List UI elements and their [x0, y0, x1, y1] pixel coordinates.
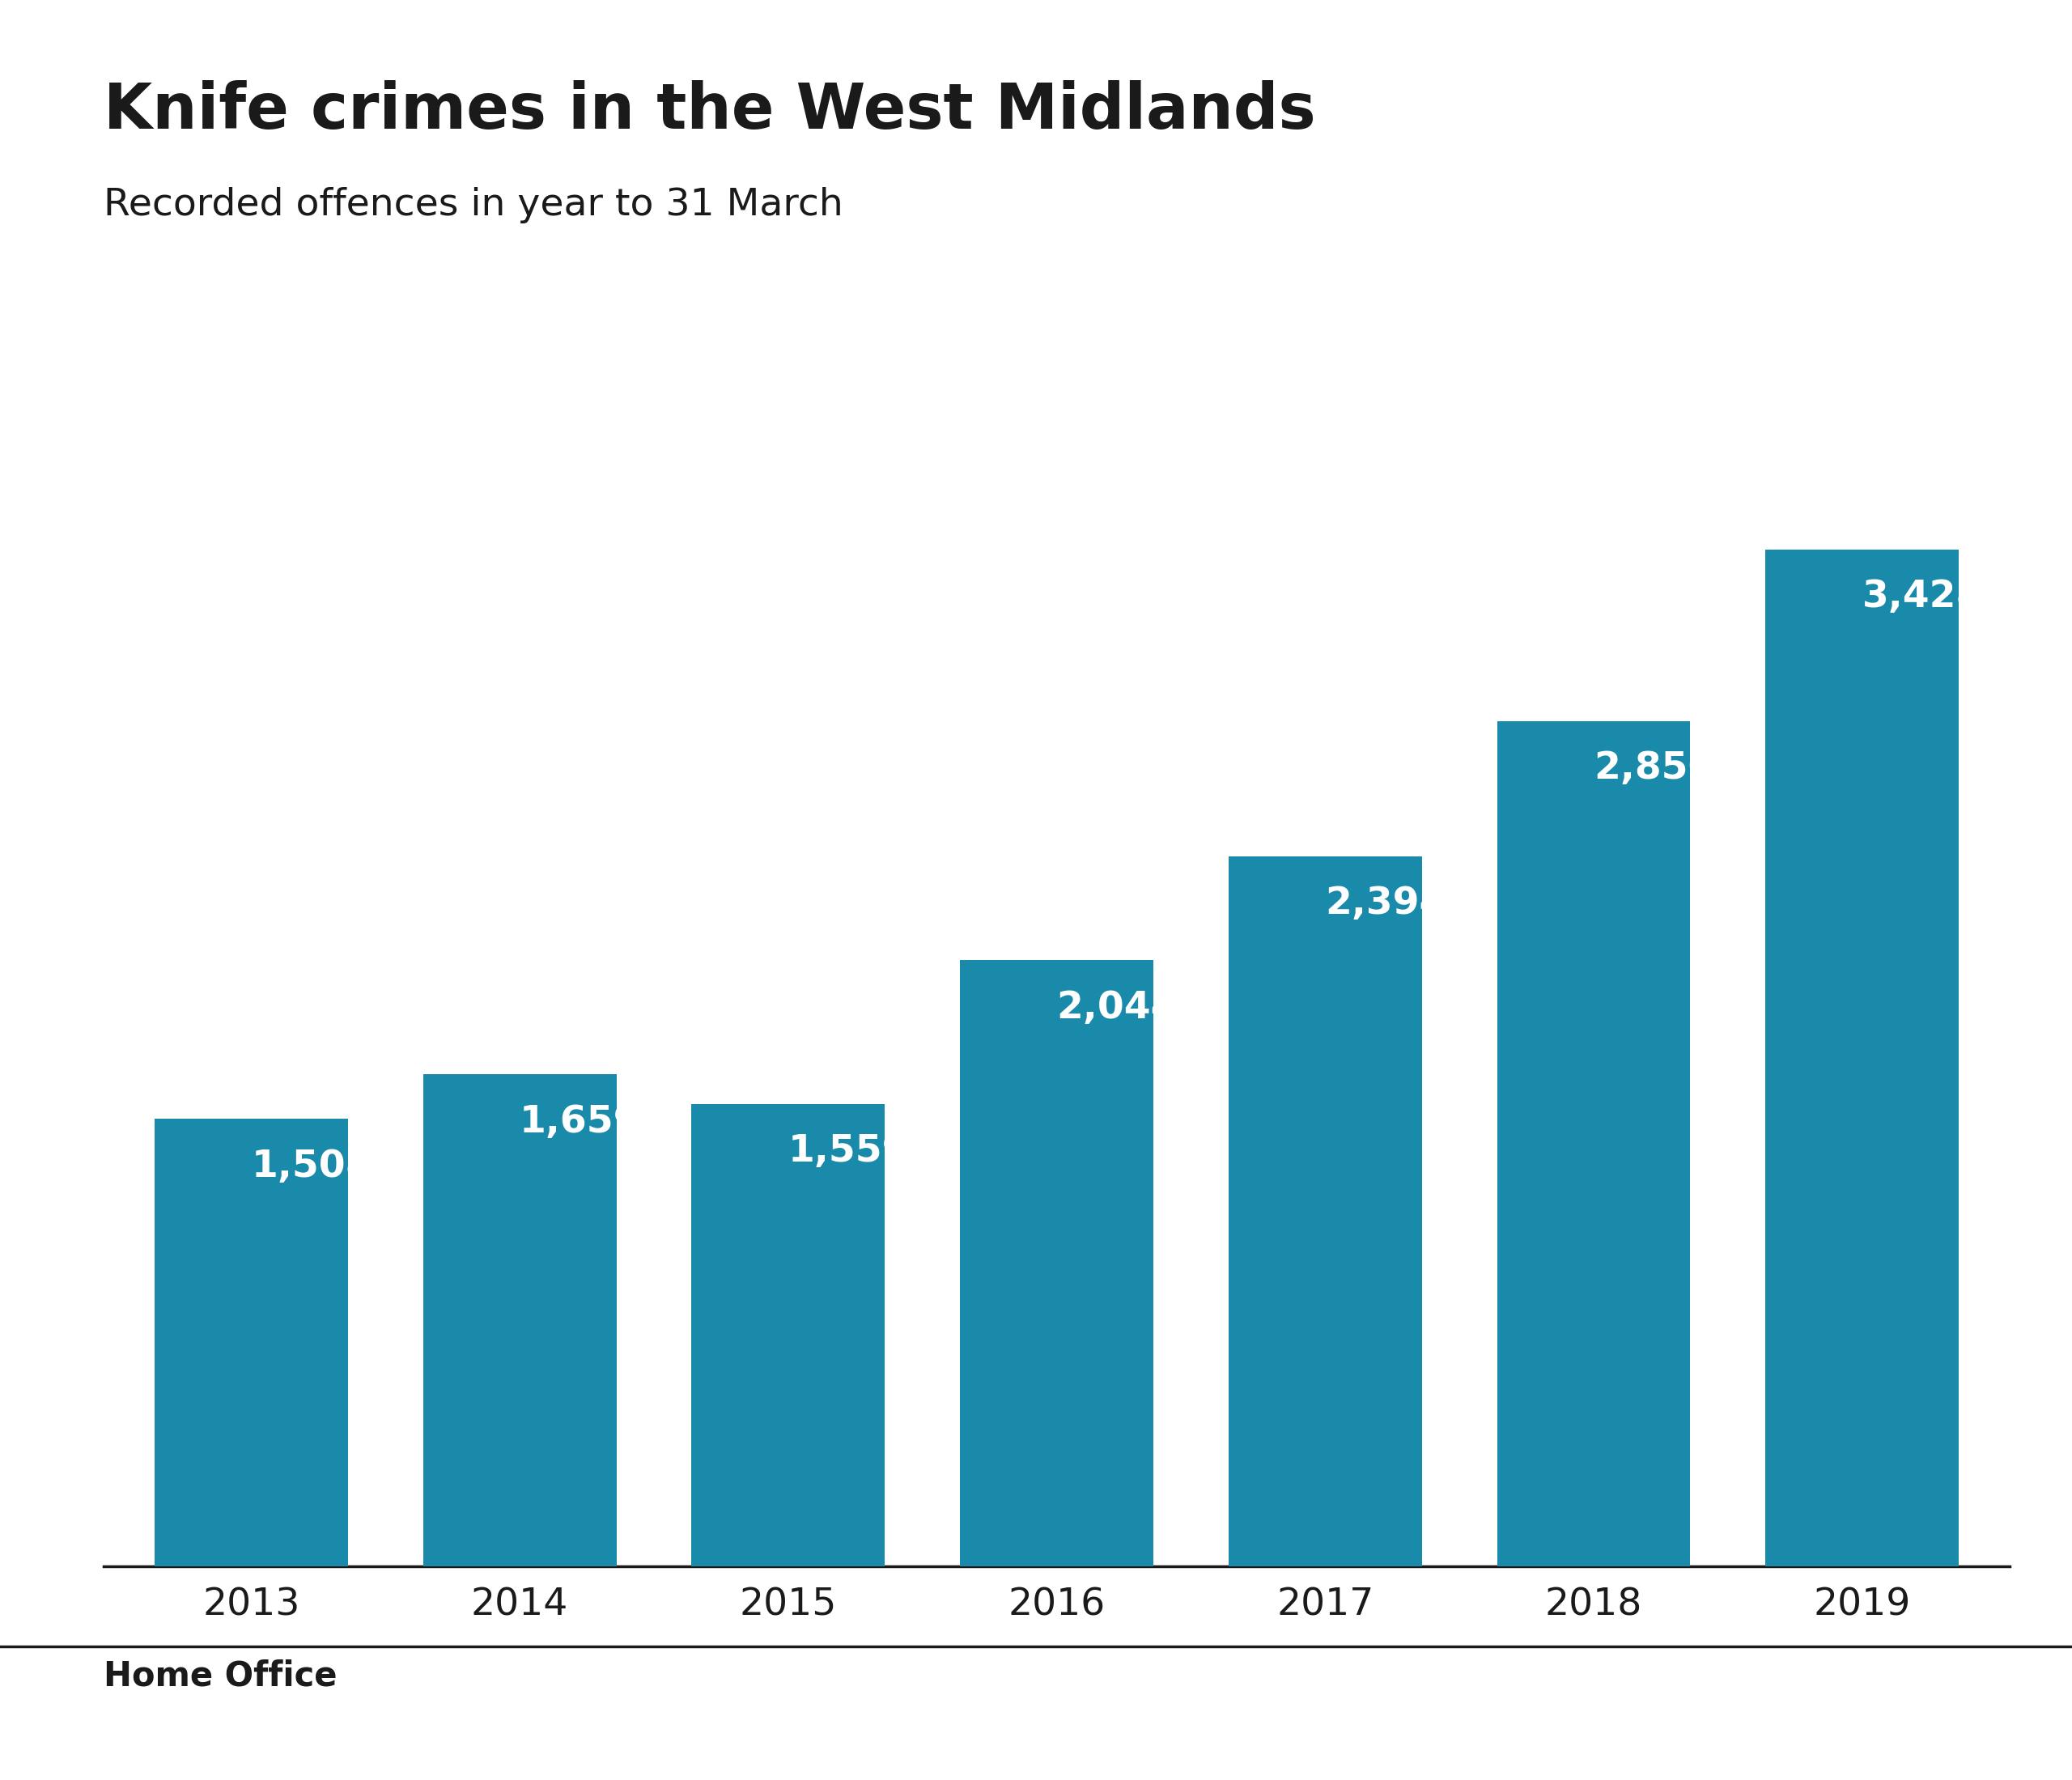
- Bar: [155, 1120, 348, 1566]
- Bar: [1229, 856, 1421, 1566]
- Text: 3,428: 3,428: [1863, 578, 1983, 616]
- Text: Knife crimes in the West Midlands: Knife crimes in the West Midlands: [104, 80, 1316, 142]
- Bar: [1498, 721, 1691, 1566]
- Bar: [1765, 550, 1958, 1566]
- Bar: [959, 959, 1154, 1566]
- Text: 1,559: 1,559: [787, 1134, 910, 1169]
- Text: 1,508: 1,508: [251, 1148, 373, 1185]
- Text: 2,044: 2,044: [1057, 990, 1177, 1025]
- Text: Home Office: Home Office: [104, 1659, 338, 1693]
- Text: BBC: BBC: [1883, 1696, 1954, 1728]
- Bar: [692, 1104, 885, 1566]
- Text: 2,850: 2,850: [1593, 751, 1716, 787]
- Text: 2,394: 2,394: [1326, 886, 1446, 922]
- Text: Recorded offences in year to 31 March: Recorded offences in year to 31 March: [104, 187, 843, 222]
- Text: 1,659: 1,659: [520, 1104, 640, 1141]
- Bar: [423, 1075, 615, 1566]
